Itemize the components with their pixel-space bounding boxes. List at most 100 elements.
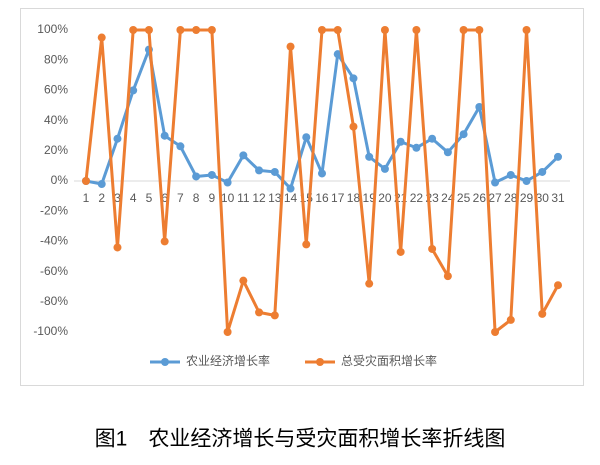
data-point (396, 137, 405, 146)
data-point (380, 26, 389, 34)
y-tick-label: -40% (40, 234, 68, 248)
x-tick-label: 10 (221, 191, 235, 205)
data-point (113, 134, 122, 143)
x-tick-label: 4 (130, 191, 137, 205)
data-point (475, 26, 484, 34)
data-point (333, 26, 342, 34)
data-point (144, 26, 153, 34)
x-tick-label: 30 (536, 191, 550, 205)
data-point (207, 26, 216, 34)
data-point (491, 328, 500, 336)
data-point (459, 130, 468, 139)
y-tick-label: -100% (33, 324, 68, 338)
data-point (223, 328, 232, 336)
data-point (412, 26, 421, 34)
y-tick-label: 40% (44, 113, 68, 127)
data-point (97, 180, 106, 189)
data-point (255, 308, 264, 317)
chart-title: 图1 农业经济增长与受灾面积增长率折线图 (95, 428, 506, 451)
y-tick-label: -20% (40, 203, 68, 217)
x-tick-label: 25 (457, 191, 471, 205)
x-tick-label: 31 (551, 191, 565, 205)
data-point (176, 26, 185, 34)
data-point (365, 279, 374, 288)
data-point (160, 237, 169, 246)
legend-label: 农业经济增长率 (186, 353, 270, 368)
x-tick-label: 17 (331, 191, 345, 205)
data-point (428, 244, 437, 253)
data-point (302, 240, 311, 249)
y-tick-label: 60% (44, 83, 68, 97)
x-tick-label: 9 (209, 191, 216, 205)
data-point (412, 143, 421, 152)
data-point (459, 26, 468, 34)
data-point (97, 33, 106, 42)
data-point (318, 169, 326, 178)
x-tick-label: 20 (378, 191, 392, 205)
data-point (443, 148, 452, 157)
data-point (428, 134, 437, 143)
x-tick-label: 28 (504, 191, 518, 205)
x-tick-label: 2 (98, 191, 105, 205)
data-point (223, 178, 232, 187)
x-tick-label: 13 (268, 191, 282, 205)
data-point (129, 26, 138, 34)
data-point (538, 309, 547, 318)
data-point (333, 50, 342, 59)
data-point (192, 26, 201, 34)
x-tick-label: 19 (363, 191, 377, 205)
x-tick-label: 22 (410, 191, 424, 205)
y-tick-label: 0% (51, 173, 69, 187)
data-point (396, 247, 405, 256)
data-point (380, 164, 389, 173)
data-point (286, 42, 295, 51)
x-tick-label: 7 (177, 191, 184, 205)
data-point (443, 272, 452, 281)
chart-border (20, 8, 584, 386)
data-point (239, 151, 248, 160)
y-tick-label: 100% (37, 22, 68, 36)
data-point (554, 281, 562, 290)
x-tick-label: 27 (488, 191, 502, 205)
x-tick-label: 8 (193, 191, 200, 205)
data-point (302, 133, 311, 142)
data-point (491, 178, 500, 187)
data-point (270, 311, 279, 320)
x-tick-label: 14 (284, 191, 298, 205)
x-tick-label: 3 (114, 191, 121, 205)
legend-marker (161, 358, 169, 366)
data-point (270, 167, 279, 176)
data-point (160, 131, 169, 140)
y-tick-label: -60% (40, 264, 68, 278)
y-tick-label: -80% (40, 294, 68, 308)
data-point (192, 172, 201, 181)
x-tick-label: 16 (315, 191, 329, 205)
data-point (522, 26, 531, 34)
x-tick-label: 12 (252, 191, 266, 205)
data-point (239, 276, 248, 285)
x-tick-label: 26 (473, 191, 487, 205)
data-point (538, 167, 547, 176)
data-point (349, 122, 358, 131)
data-point (522, 177, 531, 185)
data-point (475, 103, 484, 112)
legend-label: 总受灾面积增长率 (341, 353, 437, 368)
y-tick-label: 20% (44, 143, 68, 157)
data-point (207, 170, 216, 179)
x-tick-label: 11 (237, 191, 250, 205)
data-point (365, 152, 374, 161)
x-tick-label: 18 (347, 191, 361, 205)
data-point (129, 86, 138, 95)
data-point (113, 243, 122, 252)
data-point (176, 142, 185, 151)
x-tick-label: 1 (83, 191, 90, 205)
data-point (506, 315, 515, 324)
data-point (82, 177, 90, 185)
x-tick-label: 29 (520, 191, 534, 205)
data-point (255, 166, 264, 175)
data-point (318, 26, 326, 34)
legend-marker (316, 358, 324, 366)
data-point (349, 74, 358, 83)
x-tick-label: 6 (161, 191, 168, 205)
